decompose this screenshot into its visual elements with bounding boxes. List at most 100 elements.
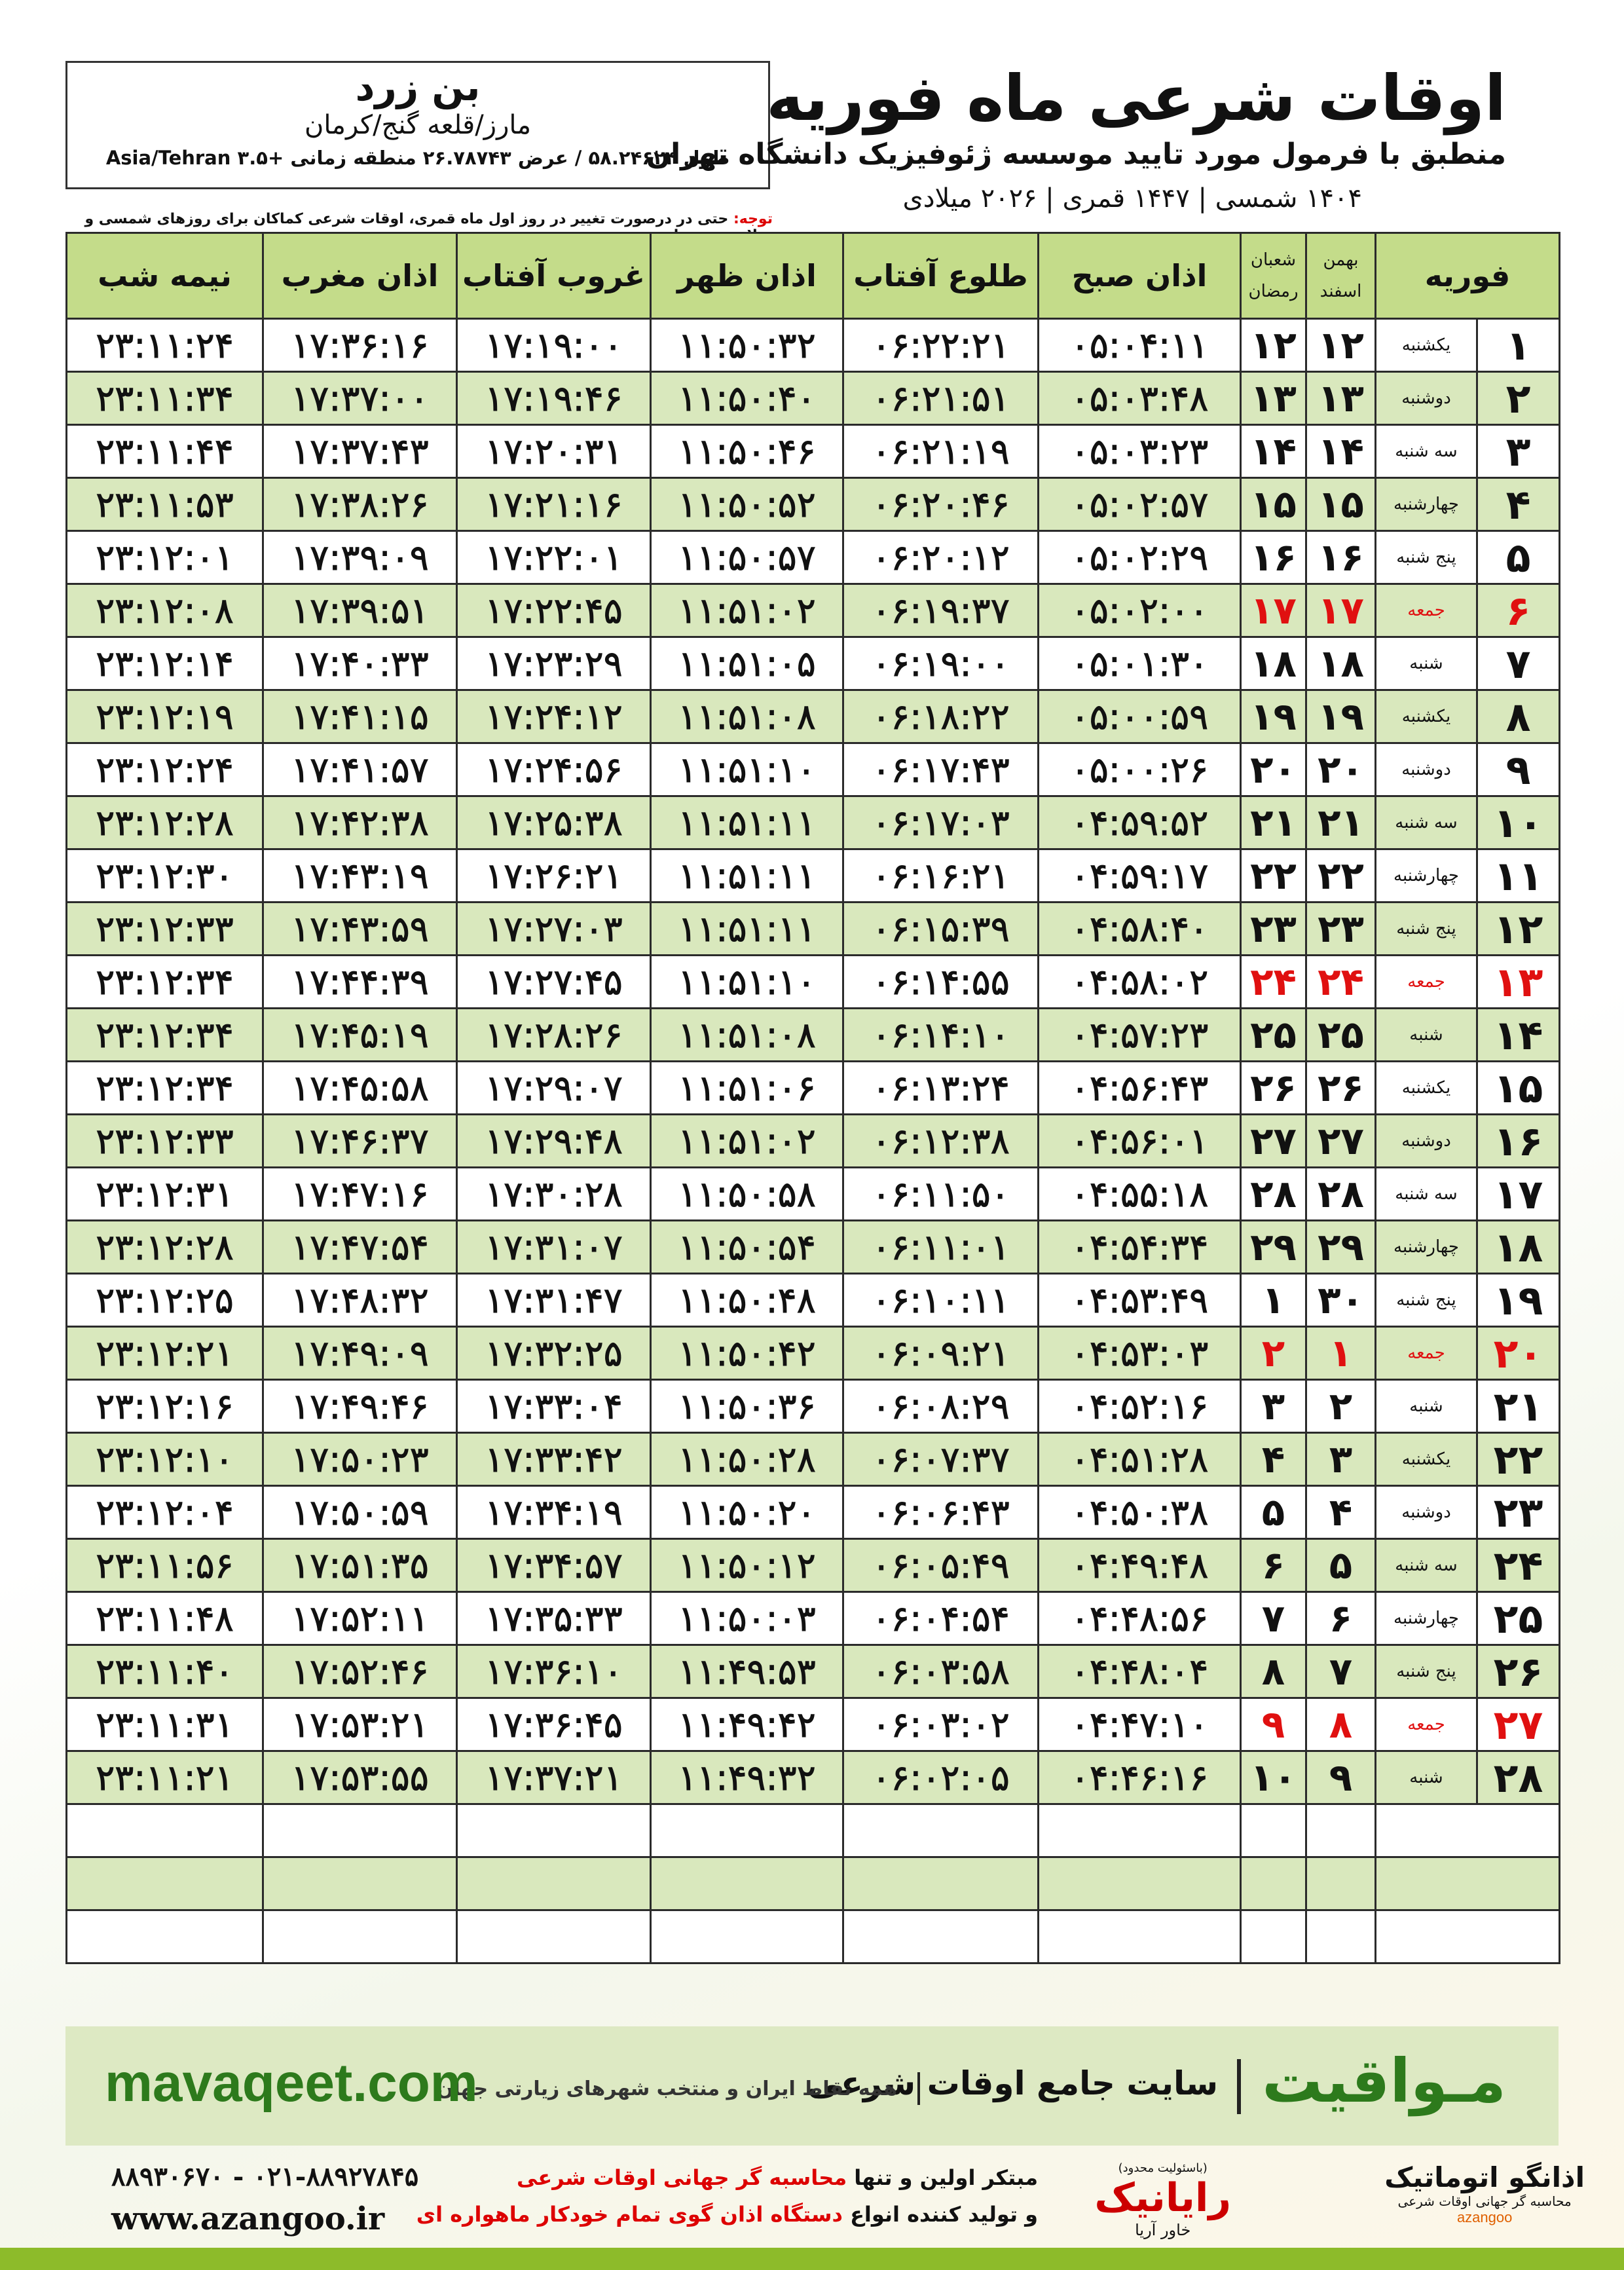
day-cell: ۲۰: [1476, 1326, 1560, 1381]
separator: [1237, 2059, 1241, 2114]
fajr-cell: ۰۴:۵۲:۱۶: [1037, 1379, 1242, 1434]
maghrib-cell: ۱۷:۵۰:۵۹: [262, 1485, 458, 1540]
lunar-day-cell: ۵: [1240, 1485, 1307, 1540]
fajr-cell: ۰۴:۵۴:۳۴: [1037, 1219, 1242, 1275]
solar-day-cell: ۱۷: [1305, 583, 1376, 638]
bottom-line: [0, 2248, 1624, 2270]
weekday-cell: دوشنبه: [1375, 1485, 1478, 1540]
empty-cell: [1240, 1856, 1307, 1911]
solar-day-cell: ۱۳: [1305, 371, 1376, 426]
lunar-day-cell: ۲۹: [1240, 1219, 1307, 1275]
dhuhr-cell: ۱۱:۵۰:۵۸: [650, 1166, 844, 1221]
weekday-cell: چهارشنبه: [1375, 1219, 1478, 1275]
sunrise-cell: ۰۶:۱۱:۵۰: [842, 1166, 1039, 1221]
sunset-cell: ۱۷:۱۹:۰۰: [456, 318, 652, 373]
midnight-cell: ۲۳:۱۱:۳۱: [65, 1697, 264, 1752]
dhuhr-cell: ۱۱:۴۹:۴۲: [650, 1697, 844, 1752]
table-row: ۱۷ سه شنبه ۲۸ ۲۸ ۰۴:۵۵:۱۸ ۰۶:۱۱:۵۰ ۱۱:۵۰:۵۸ ۱۷:…: [65, 1166, 1560, 1221]
midnight-cell: ۲۳:۱۲:۰۴: [65, 1485, 264, 1540]
table-row: ۲۸ شنبه ۹ ۱۰ ۰۴:۴۶:۱۶ ۰۶:۰۲:۰۵ ۱۱:۴۹:۳۲ ۱۷:۳۷:۲…: [65, 1750, 1560, 1805]
maghrib-cell: ۱۷:۳۸:۲۶: [262, 477, 458, 532]
column-header-text: اذان مغرب: [281, 258, 439, 293]
day-cell: ۹: [1476, 742, 1560, 797]
sunset-cell: ۱۷:۲۱:۱۶: [456, 477, 652, 532]
empty-cell: [1305, 1909, 1376, 1964]
sunset-cell: ۱۷:۲۴:۱۲: [456, 689, 652, 744]
fajr-cell: ۰۵:۰۲:۲۹: [1037, 530, 1242, 585]
lunar-day-cell: ۴: [1240, 1432, 1307, 1487]
day-cell: ۲۱: [1476, 1379, 1560, 1434]
table-row: ۶ جمعه ۱۷ ۱۷ ۰۵:۰۲:۰۰ ۰۶:۱۹:۳۷ ۱۱:۵۱:۰۲ ۱۷:۲۲:۴…: [65, 583, 1560, 638]
footer-highlight: دستگاه اذان گوی تمام خودکار ماهواره ای: [416, 2202, 843, 2227]
solar-day-cell: ۵: [1305, 1538, 1376, 1593]
dhuhr-cell: ۱۱:۵۰:۴۲: [650, 1326, 844, 1381]
maghrib-cell: ۱۷:۵۲:۱۱: [262, 1591, 458, 1646]
footer-text: مبتکر اولین و تنها: [854, 2165, 1038, 2190]
fajr-cell: ۰۵:۰۲:۰۰: [1037, 583, 1242, 638]
dhuhr-cell: ۱۱:۵۰:۱۲: [650, 1538, 844, 1593]
sunrise-cell: ۰۶:۲۰:۴۶: [842, 477, 1039, 532]
prayer-table: فوریه بهمن اسفند شعبان رمضان اذان صبح طلوع آفت…: [65, 232, 1560, 1964]
table-row: ۲۷ جمعه ۸ ۹ ۰۴:۴۷:۱۰ ۰۶:۰۳:۰۲ ۱۱:۴۹:۴۲ ۱۷:۳۶:۴۵…: [65, 1697, 1560, 1752]
midnight-cell: ۲۳:۱۲:۳۴: [65, 1060, 264, 1115]
solar-day-cell: ۳۰: [1305, 1273, 1376, 1328]
fajr-cell: ۰۴:۵۷:۲۳: [1037, 1007, 1242, 1062]
sunset-cell: ۱۷:۳۶:۴۵: [456, 1697, 652, 1752]
banner-url[interactable]: mavaqeet.com: [105, 2053, 478, 2113]
sunrise-cell: ۰۶:۲۰:۱۲: [842, 530, 1039, 585]
empty-cell: [1037, 1856, 1242, 1911]
day-cell: ۱۰: [1476, 795, 1560, 850]
sunset-cell: ۱۷:۲۷:۰۳: [456, 901, 652, 956]
dhuhr-cell: ۱۱:۵۰:۵۷: [650, 530, 844, 585]
midnight-cell: ۲۳:۱۱:۴۴: [65, 424, 264, 479]
fajr-cell: ۰۴:۴۹:۴۸: [1037, 1538, 1242, 1593]
sunset-cell: ۱۷:۲۵:۳۸: [456, 795, 652, 850]
day-cell: ۵: [1476, 530, 1560, 585]
fajr-cell: ۰۴:۵۹:۱۷: [1037, 848, 1242, 903]
weekday-cell: شنبه: [1375, 1750, 1478, 1805]
solar-day-cell: ۲۰: [1305, 742, 1376, 797]
website[interactable]: www.azangoo.ir: [111, 2201, 385, 2237]
empty-cell: [1240, 1909, 1307, 1964]
dhuhr-cell: ۱۱:۵۱:۱۰: [650, 954, 844, 1009]
lunar-day-cell: ۶: [1240, 1538, 1307, 1593]
column-header-text: نیمه شب: [98, 258, 232, 293]
day-cell: ۲۳: [1476, 1485, 1560, 1540]
empty-cell: [842, 1856, 1039, 1911]
column-header-text: طلوع آفتاب: [853, 258, 1028, 293]
maghrib-cell: ۱۷:۳۶:۱۶: [262, 318, 458, 373]
sunrise-cell: ۰۶:۰۶:۴۳: [842, 1485, 1039, 1540]
sunset-cell: ۱۷:۳۱:۰۷: [456, 1219, 652, 1275]
location-region: مارز/قلعه گنج/کرمان: [304, 110, 532, 140]
solar-day-cell: ۶: [1305, 1591, 1376, 1646]
empty-cell: [1375, 1856, 1560, 1911]
lunar-day-cell: ۲۵: [1240, 1007, 1307, 1062]
column-header-text: رمضان: [1248, 282, 1299, 301]
lunar-day-cell: ۱۲: [1240, 318, 1307, 373]
solar-day-cell: ۲۱: [1305, 795, 1376, 850]
fajr-cell: ۰۴:۴۸:۰۴: [1037, 1644, 1242, 1699]
maghrib-cell: ۱۷:۴۹:۰۹: [262, 1326, 458, 1381]
logo-sub: خاور آریا: [1135, 2221, 1191, 2239]
footer-line: مبتکر اولین و تنها محاسبه گر جهانی اوقات…: [517, 2165, 1038, 2190]
day-cell: ۱۱: [1476, 848, 1560, 903]
header-row: فوریه بهمن اسفند شعبان رمضان اذان صبح طلوع آفت…: [65, 232, 1560, 320]
lunar-day-cell: ۱۸: [1240, 636, 1307, 691]
empty-cell: [262, 1803, 458, 1858]
weekday-cell: سه شنبه: [1375, 1166, 1478, 1221]
table-row: ۹ دوشنبه ۲۰ ۲۰ ۰۵:۰۰:۲۶ ۰۶:۱۷:۴۳ ۱۱:۵۱:۱۰ ۱۷:۲۴…: [65, 742, 1560, 797]
fajr-cell: ۰۴:۵۹:۵۲: [1037, 795, 1242, 850]
sunrise-cell: ۰۶:۱۶:۲۱: [842, 848, 1039, 903]
solar-day-cell: ۲: [1305, 1379, 1376, 1434]
fajr-cell: ۰۴:۵۳:۴۹: [1037, 1273, 1242, 1328]
weekday-cell: پنج شنبه: [1375, 1273, 1478, 1328]
maghrib-cell: ۱۷:۴۷:۵۴: [262, 1219, 458, 1275]
lunar-day-cell: ۲۷: [1240, 1113, 1307, 1168]
fajr-cell: ۰۴:۵۸:۰۲: [1037, 954, 1242, 1009]
lunar-day-cell: ۲۱: [1240, 795, 1307, 850]
dhuhr-cell: ۱۱:۵۰:۴۸: [650, 1273, 844, 1328]
table-body: ۱ یکشنبه ۱۲ ۱۲ ۰۵:۰۴:۱۱ ۰۶:۲۲:۲۱ ۱۱:۵۰:۳۲ ۱۷:۱۹…: [65, 318, 1560, 1964]
table-row: ۱۲ پنج شنبه ۲۳ ۲۳ ۰۴:۵۸:۴۰ ۰۶:۱۵:۳۹ ۱۱:۵۱:۱۱ ۱۷…: [65, 901, 1560, 956]
note: توجه: حتی در درصورت تغییر در روز اول ماه…: [65, 211, 773, 244]
